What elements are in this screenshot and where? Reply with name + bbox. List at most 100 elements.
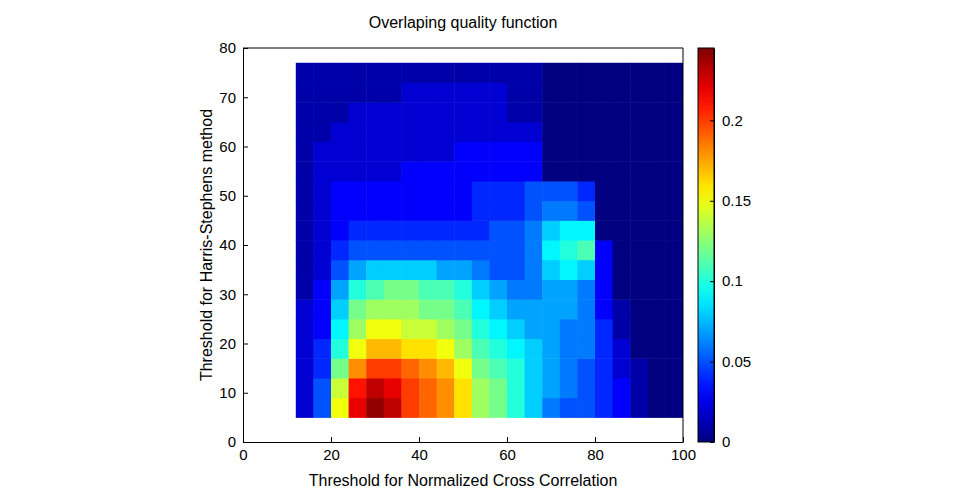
tick-label: 60	[499, 446, 516, 463]
cell	[454, 339, 472, 359]
cell	[472, 398, 490, 418]
cell	[648, 161, 666, 181]
cell	[577, 260, 595, 280]
cell	[331, 82, 349, 102]
cell	[437, 319, 455, 339]
cell	[384, 181, 402, 201]
cell	[613, 201, 631, 221]
cell	[349, 319, 367, 339]
cell	[296, 398, 314, 418]
cell	[349, 299, 367, 319]
tick: 40	[411, 437, 428, 463]
cell	[437, 181, 455, 201]
tick: 10	[219, 384, 248, 401]
cell	[437, 142, 455, 162]
cell	[542, 122, 560, 142]
cell	[630, 181, 648, 201]
cell	[595, 181, 613, 201]
cell	[454, 299, 472, 319]
cell	[313, 358, 331, 378]
tick-mark	[243, 393, 248, 394]
tick-label: 20	[323, 446, 340, 463]
cell	[419, 378, 437, 398]
cell	[542, 319, 560, 339]
tick-mark	[710, 201, 714, 202]
cell	[349, 161, 367, 181]
cell	[472, 82, 490, 102]
cell	[401, 181, 419, 201]
tick-label: 0	[239, 446, 247, 463]
cell	[577, 102, 595, 122]
cell	[525, 161, 543, 181]
cell	[366, 63, 384, 83]
cell	[489, 220, 507, 240]
cell	[366, 339, 384, 359]
tick-mark	[243, 196, 248, 197]
cell	[630, 240, 648, 260]
cell	[595, 63, 613, 83]
tick-mark	[710, 281, 714, 282]
cell	[437, 398, 455, 418]
cell	[542, 82, 560, 102]
tick-label: 70	[219, 89, 236, 106]
cell	[560, 161, 578, 181]
cell	[665, 279, 683, 299]
cell	[366, 358, 384, 378]
cell	[489, 122, 507, 142]
cell	[313, 220, 331, 240]
cell	[525, 63, 543, 83]
cell	[595, 102, 613, 122]
cell	[507, 378, 525, 398]
cell	[313, 122, 331, 142]
tick: 20	[323, 437, 340, 463]
cell	[525, 339, 543, 359]
cell	[349, 378, 367, 398]
cell	[542, 378, 560, 398]
cell	[313, 299, 331, 319]
cell	[665, 339, 683, 359]
x-label: Threshold for Normalized Cross Correlati…	[309, 472, 618, 489]
cell	[489, 82, 507, 102]
cell	[401, 240, 419, 260]
cell	[437, 102, 455, 122]
cell	[419, 220, 437, 240]
cell	[331, 220, 349, 240]
cell	[648, 201, 666, 221]
cell	[630, 161, 648, 181]
cell	[437, 339, 455, 359]
cell	[525, 378, 543, 398]
cell	[366, 102, 384, 122]
cell	[648, 398, 666, 418]
tick: 0	[228, 433, 248, 450]
cell	[507, 82, 525, 102]
cell	[489, 102, 507, 122]
cell	[349, 260, 367, 280]
cell	[384, 378, 402, 398]
tick-mark	[243, 147, 248, 148]
tick-label: 0.2	[722, 112, 743, 129]
cell	[665, 142, 683, 162]
cell	[384, 260, 402, 280]
cell	[542, 260, 560, 280]
cell	[366, 220, 384, 240]
cell	[613, 339, 631, 359]
cell	[437, 161, 455, 181]
cell	[313, 398, 331, 418]
cell	[472, 181, 490, 201]
cell	[507, 63, 525, 83]
cell	[577, 319, 595, 339]
cell	[472, 161, 490, 181]
colorbar	[698, 48, 714, 442]
cell	[454, 240, 472, 260]
cell	[384, 220, 402, 240]
tick-mark	[710, 442, 714, 443]
cell	[366, 201, 384, 221]
tick-mark	[331, 437, 332, 442]
colorbar-axis: 00.050.10.150.2	[710, 49, 751, 451]
cell	[296, 82, 314, 102]
tick-label: 0	[228, 433, 236, 450]
cell	[296, 378, 314, 398]
cell	[331, 102, 349, 122]
cell	[665, 102, 683, 122]
cell	[560, 279, 578, 299]
